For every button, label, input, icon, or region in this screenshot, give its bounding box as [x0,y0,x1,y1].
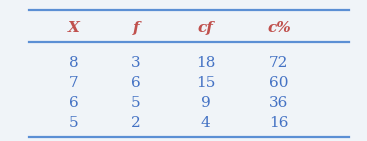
Text: 36: 36 [269,96,288,110]
Text: 16: 16 [269,116,289,130]
Text: f: f [132,21,139,35]
Text: 5: 5 [69,116,78,130]
Text: c%: c% [267,21,291,35]
Text: 6: 6 [131,76,141,90]
Text: 8: 8 [69,56,78,70]
Text: 4: 4 [201,116,210,130]
Text: X: X [68,21,79,35]
Text: 3: 3 [131,56,141,70]
Text: 7: 7 [69,76,78,90]
Text: 15: 15 [196,76,215,90]
Text: 60: 60 [269,76,289,90]
Text: 2: 2 [131,116,141,130]
Text: 9: 9 [201,96,210,110]
Text: 6: 6 [69,96,78,110]
Text: 18: 18 [196,56,215,70]
Text: 72: 72 [269,56,288,70]
Text: 5: 5 [131,96,141,110]
Text: cf: cf [198,21,213,35]
